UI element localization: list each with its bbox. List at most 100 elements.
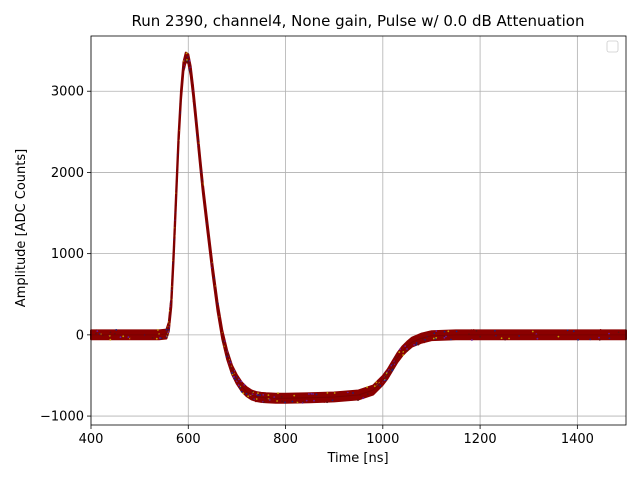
data-point bbox=[95, 332, 97, 335]
data-point bbox=[435, 336, 438, 339]
y-tick-label: −1000 bbox=[40, 410, 84, 425]
data-point bbox=[415, 342, 418, 344]
data-point bbox=[445, 335, 447, 338]
data-point bbox=[165, 328, 168, 331]
signal-band bbox=[90, 51, 627, 404]
data-point bbox=[391, 369, 394, 372]
data-point bbox=[159, 337, 161, 339]
data-point bbox=[302, 401, 305, 403]
data-point bbox=[406, 348, 408, 350]
data-point bbox=[245, 392, 248, 395]
data-point bbox=[313, 399, 315, 402]
data-point bbox=[475, 330, 478, 332]
data-point bbox=[598, 338, 601, 341]
data-point bbox=[471, 339, 473, 341]
data-point bbox=[351, 398, 354, 401]
data-point bbox=[252, 398, 254, 400]
data-point bbox=[598, 336, 600, 339]
data-point bbox=[273, 396, 276, 398]
data-point bbox=[423, 341, 426, 344]
data-point bbox=[119, 336, 122, 339]
data-point bbox=[366, 386, 368, 389]
data-point bbox=[404, 345, 407, 347]
data-point bbox=[227, 353, 230, 356]
data-point bbox=[394, 356, 397, 359]
data-point bbox=[392, 367, 395, 370]
data-point bbox=[453, 338, 456, 340]
data-point bbox=[243, 384, 246, 386]
data-point bbox=[366, 393, 369, 396]
data-point bbox=[572, 330, 575, 333]
data-point bbox=[377, 379, 379, 382]
data-point bbox=[599, 329, 602, 331]
data-point bbox=[395, 361, 398, 364]
data-point bbox=[297, 400, 299, 403]
data-point bbox=[277, 392, 279, 395]
plot-frame bbox=[90, 35, 627, 426]
data-point bbox=[508, 337, 510, 340]
data-point bbox=[242, 392, 245, 395]
data-point bbox=[384, 379, 387, 382]
data-point bbox=[310, 392, 313, 395]
data-point bbox=[402, 354, 404, 356]
data-point bbox=[536, 337, 539, 340]
data-point bbox=[531, 330, 534, 333]
x-axis-label: Time [ns] bbox=[326, 451, 388, 466]
data-point bbox=[281, 400, 284, 403]
data-point bbox=[450, 338, 452, 341]
data-point bbox=[259, 394, 261, 396]
y-tick-label: 3000 bbox=[51, 85, 84, 100]
data-point bbox=[331, 399, 334, 402]
axis-ticks: 400 600 800 1000 1200 1400 −1000 0 1000 2000 3000 bbox=[40, 85, 594, 447]
data-point bbox=[225, 355, 228, 358]
data-point bbox=[315, 393, 318, 396]
data-point bbox=[240, 380, 243, 383]
data-point bbox=[447, 330, 450, 333]
data-point bbox=[608, 332, 610, 335]
data-point bbox=[262, 394, 265, 396]
data-point bbox=[589, 338, 592, 341]
data-point bbox=[280, 395, 283, 398]
data-point bbox=[185, 52, 188, 55]
data-point bbox=[433, 332, 436, 335]
data-point bbox=[455, 330, 458, 333]
data-point bbox=[305, 399, 308, 402]
data-point bbox=[352, 392, 354, 394]
data-point bbox=[406, 350, 409, 352]
data-point bbox=[571, 336, 574, 339]
data-point bbox=[104, 330, 107, 333]
data-point bbox=[333, 392, 336, 394]
y-tick-label: 2000 bbox=[51, 166, 84, 181]
data-point bbox=[417, 343, 420, 346]
data-point bbox=[232, 376, 235, 379]
x-tick-label: 600 bbox=[176, 432, 201, 447]
data-point bbox=[96, 330, 99, 332]
data-point bbox=[276, 400, 278, 402]
data-point bbox=[424, 339, 426, 341]
data-point bbox=[109, 338, 112, 341]
data-point bbox=[539, 329, 542, 332]
x-tick-label: 1400 bbox=[561, 432, 594, 447]
data-point bbox=[408, 347, 411, 350]
data-point bbox=[443, 330, 446, 333]
data-point bbox=[500, 337, 503, 340]
chart-title: Run 2390, channel4, None gain, Pulse w/ … bbox=[132, 12, 585, 30]
data-point bbox=[122, 337, 125, 340]
y-tick-label: 1000 bbox=[51, 247, 84, 262]
data-point bbox=[326, 392, 329, 394]
data-point bbox=[323, 401, 326, 403]
data-point bbox=[293, 394, 296, 397]
data-point bbox=[608, 337, 611, 340]
data-point bbox=[291, 400, 294, 403]
data-point bbox=[326, 401, 328, 404]
data-point bbox=[312, 393, 314, 395]
data-point bbox=[263, 401, 265, 404]
data-point bbox=[237, 375, 239, 378]
data-point bbox=[362, 397, 365, 400]
data-point bbox=[155, 337, 158, 340]
x-tick-label: 1000 bbox=[366, 432, 399, 447]
data-point bbox=[157, 329, 159, 331]
data-point bbox=[237, 384, 240, 387]
data-band bbox=[90, 51, 627, 404]
